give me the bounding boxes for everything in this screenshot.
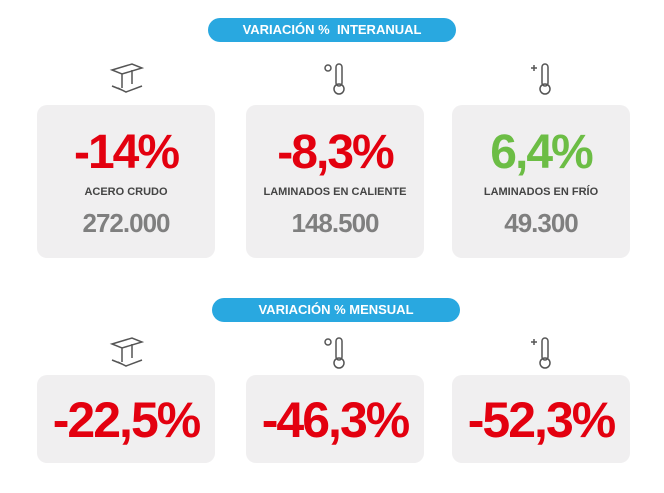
value: -52,3% bbox=[467, 392, 616, 448]
section-title: VARIACIÓN % MENSUAL bbox=[212, 298, 460, 322]
beam-icon bbox=[109, 337, 144, 367]
value: -14% bbox=[73, 126, 180, 179]
value: -46,3% bbox=[261, 392, 410, 448]
amount: 272.000 bbox=[82, 208, 171, 238]
value: -22,5% bbox=[52, 392, 201, 448]
card: -22,5% bbox=[37, 375, 215, 463]
thermometer-icon bbox=[324, 337, 345, 369]
card: -46,3% bbox=[246, 375, 424, 463]
thermometer-icon bbox=[531, 63, 551, 95]
label: LAMINADOS EN CALIENTE bbox=[263, 186, 407, 198]
label: ACERO CRUDO bbox=[84, 186, 168, 198]
beam-icon bbox=[109, 63, 144, 93]
amount: 148.500 bbox=[291, 208, 380, 238]
thermometer-icon bbox=[531, 337, 551, 369]
card: 6,4% LAMINADOS EN FRÍO 49.300 bbox=[452, 105, 630, 258]
thermometer-icon bbox=[324, 63, 345, 95]
value: -8,3% bbox=[277, 126, 394, 179]
section-title: VARIACIÓN % INTERANUAL bbox=[208, 18, 456, 42]
card: -8,3% LAMINADOS EN CALIENTE 148.500 bbox=[246, 105, 424, 258]
value: 6,4% bbox=[490, 126, 593, 179]
amount: 49.300 bbox=[504, 208, 579, 238]
card: -52,3% bbox=[452, 375, 630, 463]
label: LAMINADOS EN FRÍO bbox=[483, 186, 599, 198]
card: -14% ACERO CRUDO 272.000 bbox=[37, 105, 215, 258]
